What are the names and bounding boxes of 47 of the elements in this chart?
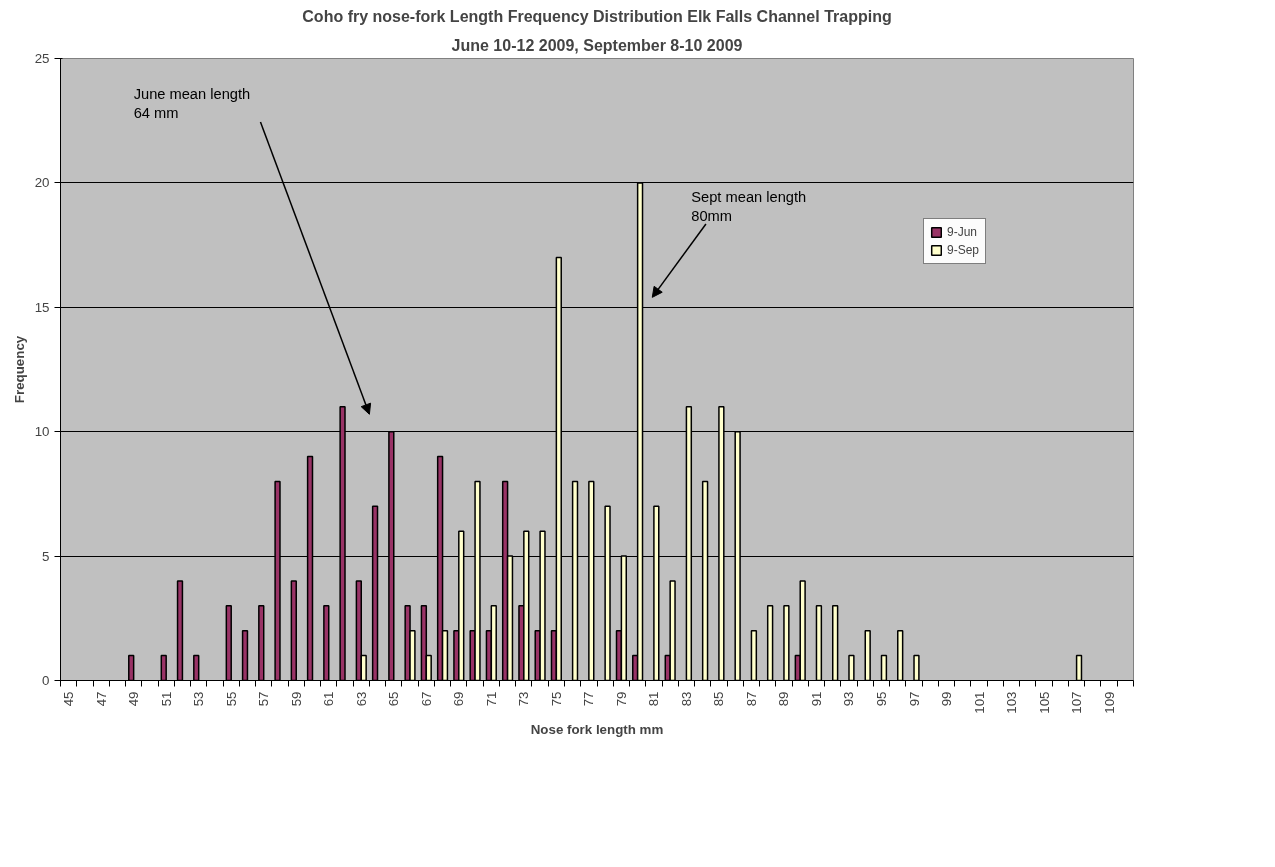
x-tick-label: 101 <box>971 691 987 714</box>
x-tick-label: 107 <box>1069 691 1085 714</box>
x-tick-label: 61 <box>321 691 337 707</box>
x-tick-label: 73 <box>516 691 532 707</box>
x-tick-label: 49 <box>126 691 142 707</box>
legend-label: 9-Jun <box>947 225 978 239</box>
x-tick-label: 105 <box>1036 691 1052 714</box>
x-tick-label: 103 <box>1004 691 1020 714</box>
y-tick-label: 15 <box>34 299 50 315</box>
x-tick-label: 57 <box>256 691 272 707</box>
x-tick-label: 81 <box>646 691 662 707</box>
y-tick-label: 10 <box>34 424 50 440</box>
x-tick-label: 47 <box>93 691 109 707</box>
x-tick-label: 95 <box>874 691 890 707</box>
x-tick-label: 65 <box>386 691 402 707</box>
x-tick-label: 69 <box>451 691 467 707</box>
x-tick-label: 53 <box>191 691 207 707</box>
chart-subtitle: June 10-12 2009, September 8-10 2009 <box>451 36 743 54</box>
x-tick-label: 79 <box>613 691 629 707</box>
x-tick-label: 85 <box>711 691 727 707</box>
x-tick-label: 67 <box>418 691 434 707</box>
x-tick-label: 75 <box>548 691 564 707</box>
x-tick-label: 91 <box>808 691 824 707</box>
y-tick-label: 20 <box>34 175 50 191</box>
x-tick-label: 45 <box>61 691 77 707</box>
chart-title: Coho fry nose-fork Length Frequency Distribution Elk Falls Channel Trapping <box>302 7 892 25</box>
x-tick-label: 99 <box>939 691 955 707</box>
x-tick-label: 51 <box>158 691 174 707</box>
x-tick-label: 71 <box>483 691 499 707</box>
x-tick-label: 93 <box>841 691 857 707</box>
x-tick-label: 55 <box>223 691 239 707</box>
x-tick-label: 109 <box>1101 691 1117 714</box>
y-tick-label: 5 <box>42 548 50 564</box>
x-tick-label: 77 <box>581 691 597 707</box>
annotation: Sept mean length 80mm <box>691 189 807 225</box>
legend-label: 9-Sep <box>947 243 980 257</box>
y-tick-label: 0 <box>42 673 50 688</box>
x-tick-label: 97 <box>906 691 922 707</box>
x-tick-label: 83 <box>678 691 694 707</box>
x-tick-label: 63 <box>353 691 369 707</box>
y-tick-label: 25 <box>34 51 50 66</box>
y-axis-title: Frequency <box>11 335 27 404</box>
x-tick-label: 87 <box>743 691 759 707</box>
x-tick-label: 59 <box>288 691 304 707</box>
x-tick-label: 89 <box>776 691 792 707</box>
annotation: June mean length 64 mm <box>133 85 251 122</box>
x-axis-title: Nose fork length mm <box>530 721 664 737</box>
